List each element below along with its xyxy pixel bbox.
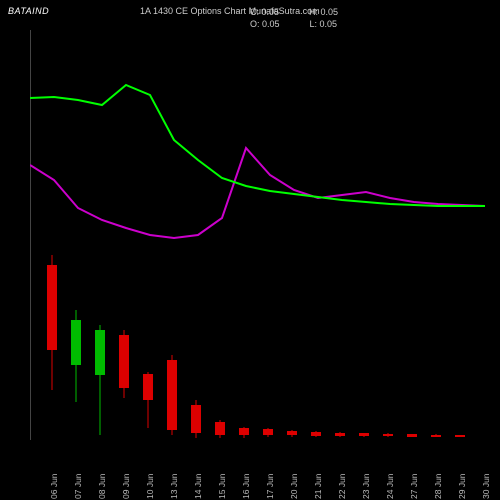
x-axis-tick-label: 06 Jun (49, 475, 59, 499)
candle-body (383, 434, 393, 436)
candle-body (407, 434, 417, 437)
x-axis-tick-label: 09 Jun (121, 475, 131, 499)
chart-container: BATAIND 1A 1430 CE Options Chart MunafaS… (0, 0, 500, 500)
ohlc-low: L: 0.05 (310, 18, 338, 30)
candle-body (311, 432, 321, 436)
x-axis-tick-label: 07 Jun (73, 475, 83, 499)
symbol-label: BATAIND (8, 6, 49, 16)
candle-body (143, 374, 153, 400)
candle-body (47, 265, 57, 350)
ohlc-high: H: 0.05 (309, 6, 338, 18)
x-axis-tick-label: 22 Jun (337, 475, 347, 499)
x-axis-tick-label: 16 Jun (241, 475, 251, 499)
x-axis-tick-label: 27 Jun (409, 475, 419, 499)
x-axis-tick-label: 29 Jun (457, 475, 467, 499)
x-axis-tick-label: 20 Jun (289, 475, 299, 499)
x-axis-tick-label: 24 Jun (385, 475, 395, 499)
candle-body (167, 360, 177, 430)
candle-body (239, 428, 249, 435)
x-axis-tick-label: 17 Jun (265, 475, 275, 499)
x-axis-labels: 06 Jun07 Jun08 Jun09 Jun10 Jun13 Jun14 J… (42, 486, 482, 492)
ohlc-readout: C: 0.05 H: 0.05 O: 0.05 L: 0.05 (250, 6, 338, 30)
x-axis-tick-label: 13 Jun (169, 475, 179, 499)
x-axis-tick-label: 15 Jun (217, 475, 227, 499)
candle-body (215, 422, 225, 435)
ohlc-close: C: 0.05 (250, 6, 279, 18)
chart-svg (30, 30, 490, 460)
candle-body (335, 433, 345, 436)
candle-body (263, 429, 273, 435)
candle-body (95, 330, 105, 375)
indicator-line (30, 85, 485, 206)
x-axis-tick-label: 14 Jun (193, 475, 203, 499)
candle-body (287, 431, 297, 435)
x-axis-tick-label: 23 Jun (361, 475, 371, 499)
candle-body (119, 335, 129, 388)
candle-body (431, 435, 441, 437)
x-axis-tick-label: 21 Jun (313, 475, 323, 499)
x-axis-tick-label: 10 Jun (145, 475, 155, 499)
x-axis-tick-label: 28 Jun (433, 475, 443, 499)
candle-body (71, 320, 81, 365)
x-axis-tick-label: 30 Jun (481, 475, 491, 499)
ohlc-open: O: 0.05 (250, 18, 280, 30)
candle-body (191, 405, 201, 433)
x-axis-tick-label: 08 Jun (97, 475, 107, 499)
indicator-line (30, 148, 485, 238)
candle-body (455, 435, 465, 437)
candle-body (359, 433, 369, 436)
